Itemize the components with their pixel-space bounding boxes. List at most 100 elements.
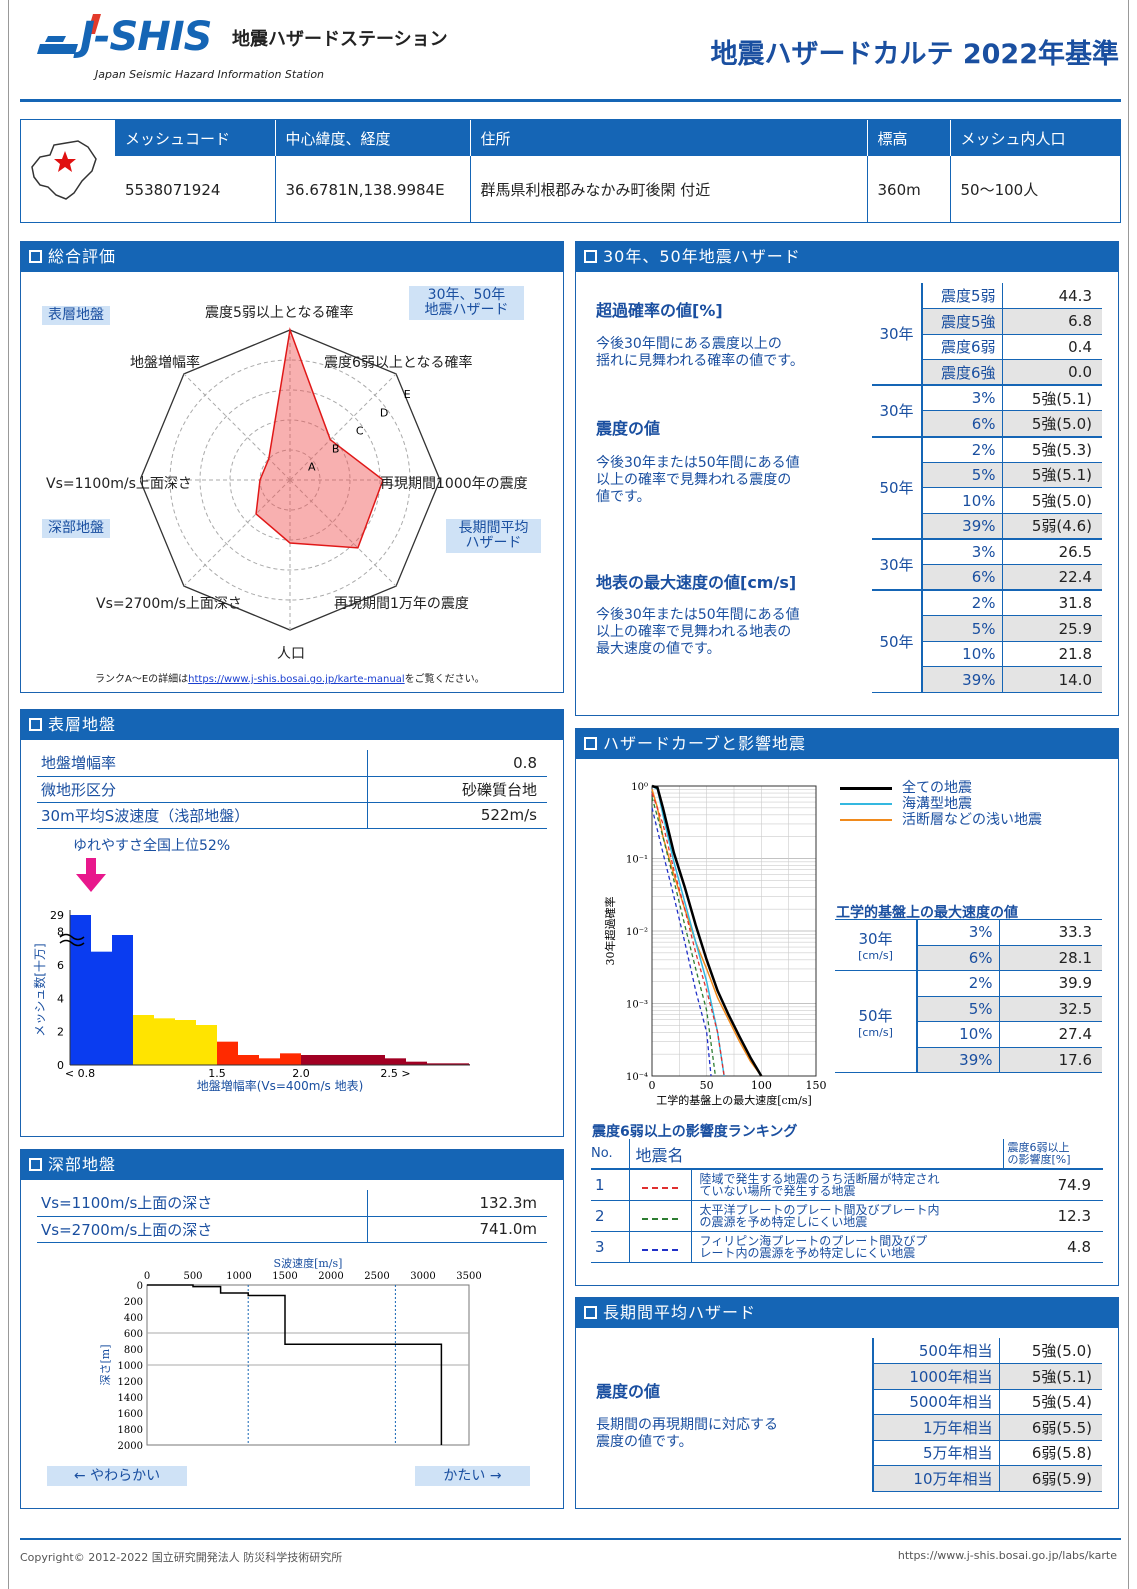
rank-no: 2 [595, 1206, 605, 1225]
y-tick: 800 [124, 1345, 143, 1356]
hyoso-label: 30m平均S波速度（浅部地盤） [37, 802, 368, 828]
rank-letter: D [380, 406, 388, 419]
rank-letter: C [356, 424, 364, 437]
rank-swatch [642, 1248, 678, 1251]
y-tick: 600 [124, 1329, 143, 1340]
rank-letter: A [308, 460, 316, 473]
legend-label: 全ての地震 [902, 780, 972, 796]
hazcurve-title: ハザードカーブと影響地震 [603, 734, 807, 753]
hyoso-value: 0.8 [513, 753, 537, 772]
x-tick: 1500 [272, 1271, 297, 1282]
row-key: 10% [922, 641, 1003, 667]
row-key: 1000年相当 [873, 1363, 1000, 1389]
y-axis-title: メッシュ数[十万] [32, 943, 47, 1036]
x-tick: 100 [751, 1079, 772, 1092]
radar-axis-label: 再現期間1万年の震度 [334, 596, 469, 612]
prob-title: 超過確率の値[%] [596, 301, 723, 320]
radar-ring [199, 389, 381, 571]
note-text: をご覧ください。 [404, 674, 485, 685]
legend-label: 活断層などの浅い地震 [902, 812, 1042, 828]
yure-label: ゆれやすさ全国上位52% [73, 838, 231, 854]
footer-url[interactable]: https://www.j-shis.bosai.go.jp/labs/kart… [897, 1549, 1117, 1562]
hyoso-table: 地盤増幅率 0.8 微地形区分 砂礫質台地 30m平均S波速度（浅部地盤） 522m/… [37, 750, 547, 829]
y-tick: 200 [124, 1297, 143, 1308]
y-tick: 6 [57, 959, 64, 972]
logo [35, 14, 215, 66]
prob-desc: 今後30年間にある震度以上の 揺れに見舞われる確率の値です。 [596, 336, 804, 369]
info-header: 住所 [470, 120, 868, 156]
y-tick: 4 [57, 992, 64, 1005]
y-tick: 10⁻³ [626, 1000, 648, 1011]
period-label: 30年 [872, 385, 923, 438]
row-key: 39% [922, 513, 1003, 539]
row-key: 1万年相当 [873, 1414, 1000, 1440]
copyright: Copyright© 2012-2022 国立研究開発法人 防災科学技術研究所 [20, 1551, 343, 1564]
plot-frame [651, 785, 817, 1077]
rank-value: 4.8 [1067, 1237, 1091, 1256]
row-value: 6弱(5.9) [999, 1465, 1102, 1491]
elevation: 360m [867, 156, 951, 223]
site-name: 地震ハザードステーション [232, 29, 448, 50]
row-key: 震度5強 [922, 308, 1003, 335]
hist-bar [322, 1055, 343, 1065]
choki-int-title: 震度の値 [596, 1382, 661, 1401]
manual-link[interactable]: https://www.j-shis.bosai.go.jp/karte-man… [188, 674, 405, 685]
row-key: 5% [917, 996, 1000, 1022]
hyoso-title: 表層地盤 [48, 715, 117, 734]
vs-profile-line [147, 1284, 443, 1445]
hazard3050-header: 30年、50年地震ハザード [576, 242, 1118, 272]
rank-value: 12.3 [1057, 1206, 1091, 1225]
hyoso-value: 522m/s [480, 806, 537, 824]
row-value: 6弱(5.5) [999, 1414, 1102, 1440]
hc-legend: 全ての地震 海溝型地震 活断層などの浅い地震 [840, 780, 1042, 828]
shinbu-title: 深部地盤 [48, 1155, 117, 1174]
legend-item: 全ての地震 [840, 780, 1042, 796]
info-header: メッシュコード [115, 120, 276, 156]
rank-line [628, 1169, 692, 1200]
radar-spoke [183, 373, 291, 481]
radar-axis-label: 再現期間1000年の震度 [380, 476, 528, 492]
int-desc: 今後30年または50年間にある値 以上の確率で見舞われる震度の 値です。 [596, 455, 800, 505]
row-key: 震度6強 [922, 359, 1003, 386]
row-key: 6% [917, 945, 1000, 971]
x-tick: 3000 [410, 1271, 435, 1282]
info-header: 標高 [867, 120, 951, 156]
row-value: 28.1 [999, 945, 1102, 971]
lat-lon: 36.6781N,138.9984E [275, 156, 471, 223]
shinbu-label: Vs=1100m/s上面の深さ [37, 1190, 368, 1216]
impact-series-line [651, 797, 717, 1077]
hist-bar [385, 1058, 406, 1065]
sogo-panel: 総合評価 [20, 241, 564, 693]
y-tick: 1400 [118, 1393, 143, 1404]
x-tick: < 0.8 [65, 1067, 95, 1080]
row-key: 2% [922, 436, 1003, 463]
rank-name: 陸域で発生する地震のうち活断層が特定され ていない場所で発生する地震 [699, 1171, 940, 1198]
period-label: 30年 [872, 283, 923, 386]
x-tick: 150 [806, 1079, 827, 1092]
period-label: 30年 [cm/s] [835, 919, 918, 971]
impact-series-line [651, 792, 725, 1077]
row-value: 27.4 [1058, 1025, 1092, 1044]
population: 50〜100人 [960, 181, 1039, 199]
address: 群馬県利根郡みなかみ町後閑 付近 [470, 156, 868, 223]
hist-bar [406, 1061, 427, 1065]
row-value: 5強(5.0) [1002, 410, 1102, 437]
info-header: 中心緯度、経度 [275, 120, 471, 156]
row-value: 39.9 [1058, 974, 1092, 993]
row-key: 3% [917, 919, 1000, 945]
row-key: 2% [917, 970, 1000, 996]
col-val: 震度6弱以上 の影響度[%] [1002, 1139, 1103, 1169]
radar-spoke [289, 373, 397, 481]
radar-value-polygon [255, 327, 384, 549]
row-value: 5強(5.1) [999, 1363, 1102, 1389]
hist-bar [70, 915, 91, 1065]
x-tick: 500 [183, 1271, 202, 1282]
rank-line [628, 1231, 692, 1262]
hist-bar [238, 1055, 259, 1065]
radar-spoke [289, 479, 397, 587]
tag-hyoso: 表層地盤 [42, 306, 110, 325]
row-value: 6弱(5.8) [1031, 1444, 1092, 1463]
tag-shinbu: 深部地盤 [42, 519, 110, 538]
y-axis-title: 深さ[m] [99, 1344, 112, 1385]
row-value: 32.5 [999, 996, 1102, 1022]
